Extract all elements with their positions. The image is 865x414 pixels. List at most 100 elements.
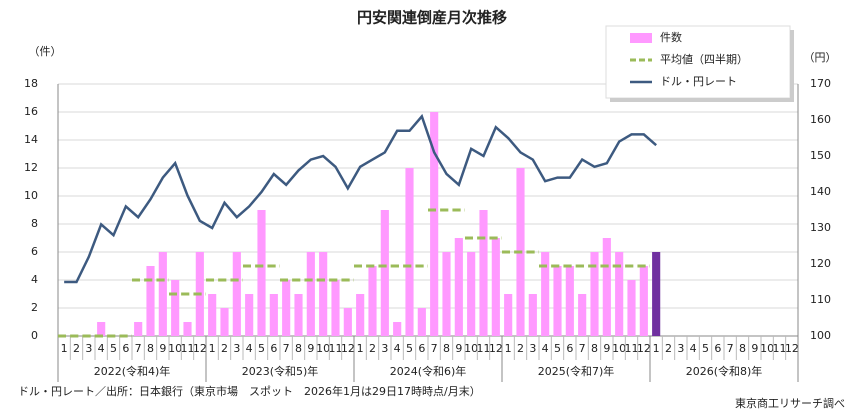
x-tick-label: 10 bbox=[168, 342, 182, 355]
x-tick-label: 6 bbox=[714, 342, 721, 355]
y2-tick-label: 170 bbox=[810, 77, 831, 90]
x-tick-label: 8 bbox=[739, 342, 746, 355]
x-tick-label: 4 bbox=[246, 342, 253, 355]
x-tick-label: 5 bbox=[110, 342, 117, 355]
x-tick-label: 6 bbox=[122, 342, 129, 355]
bar bbox=[479, 210, 488, 336]
bar bbox=[183, 322, 192, 336]
bar bbox=[158, 252, 167, 336]
bar bbox=[356, 294, 365, 336]
x-tick-label: 9 bbox=[307, 342, 314, 355]
bar bbox=[627, 280, 636, 336]
bar bbox=[331, 280, 340, 336]
x-tick-label: 9 bbox=[751, 342, 758, 355]
y2-tick-label: 120 bbox=[810, 257, 831, 270]
bar bbox=[269, 294, 278, 336]
bar bbox=[208, 294, 217, 336]
x-tick-label: 9 bbox=[603, 342, 610, 355]
legend-shadow bbox=[790, 30, 794, 102]
bar bbox=[368, 266, 377, 336]
bar bbox=[134, 322, 143, 336]
legend-swatch bbox=[630, 33, 652, 43]
bar bbox=[232, 252, 241, 336]
year-label: 2024(令和6)年 bbox=[390, 364, 467, 378]
x-tick-label: 5 bbox=[406, 342, 413, 355]
x-tick-label: 4 bbox=[394, 342, 401, 355]
bar bbox=[442, 252, 451, 336]
y-tick-label: 8 bbox=[31, 217, 38, 230]
bar bbox=[528, 294, 537, 336]
x-tick-label: 12 bbox=[489, 342, 503, 355]
x-tick-label: 1 bbox=[209, 342, 216, 355]
x-tick-label: 7 bbox=[579, 342, 586, 355]
rate-line bbox=[64, 113, 657, 284]
y-tick-label: 12 bbox=[24, 161, 38, 174]
x-tick-label: 7 bbox=[135, 342, 142, 355]
x-tick-label: 2 bbox=[665, 342, 672, 355]
x-tick-label: 4 bbox=[690, 342, 697, 355]
bar bbox=[343, 308, 352, 336]
x-tick-label: 11 bbox=[773, 342, 787, 355]
x-tick-label: 10 bbox=[316, 342, 330, 355]
x-tick-label: 8 bbox=[443, 342, 450, 355]
bar bbox=[430, 112, 439, 336]
bar bbox=[615, 252, 624, 336]
x-tick-label: 11 bbox=[181, 342, 195, 355]
x-tick-label: 12 bbox=[193, 342, 207, 355]
x-tick-label: 1 bbox=[653, 342, 660, 355]
bar bbox=[454, 238, 463, 336]
x-tick-label: 7 bbox=[727, 342, 734, 355]
y2-tick-label: 130 bbox=[810, 221, 831, 234]
x-tick-label: 11 bbox=[329, 342, 343, 355]
bar bbox=[467, 252, 476, 336]
y2-tick-label: 110 bbox=[810, 293, 831, 306]
y-tick-label: 16 bbox=[24, 105, 38, 118]
x-tick-label: 11 bbox=[625, 342, 639, 355]
x-tick-label: 9 bbox=[159, 342, 166, 355]
y-tick-label: 2 bbox=[31, 301, 38, 314]
legend-label: 平均値（四半期） bbox=[660, 52, 748, 66]
x-tick-label: 9 bbox=[455, 342, 462, 355]
footnote: ドル・円レート／出所：日本銀行（東京市場 スポット 2026年1月は29日17時… bbox=[18, 384, 481, 398]
x-tick-label: 4 bbox=[98, 342, 105, 355]
x-tick-label: 1 bbox=[61, 342, 68, 355]
x-tick-label: 1 bbox=[357, 342, 364, 355]
y-tick-label: 14 bbox=[24, 133, 38, 146]
x-tick-label: 6 bbox=[566, 342, 573, 355]
x-tick-label: 4 bbox=[542, 342, 549, 355]
x-tick-label: 3 bbox=[529, 342, 536, 355]
x-tick-label: 5 bbox=[702, 342, 709, 355]
x-tick-label: 2 bbox=[221, 342, 228, 355]
bar bbox=[417, 308, 426, 336]
bar bbox=[97, 322, 106, 336]
bar bbox=[282, 280, 291, 336]
bar bbox=[652, 252, 661, 336]
bar bbox=[306, 252, 315, 336]
x-tick-label: 1 bbox=[505, 342, 512, 355]
year-label: 2026(令和8)年 bbox=[686, 364, 763, 378]
bar bbox=[565, 266, 574, 336]
y2-tick-label: 150 bbox=[810, 149, 831, 162]
x-tick-label: 3 bbox=[233, 342, 240, 355]
x-tick-label: 10 bbox=[612, 342, 626, 355]
x-tick-label: 8 bbox=[295, 342, 302, 355]
bar bbox=[245, 294, 254, 336]
y2-tick-label: 100 bbox=[810, 329, 831, 342]
x-tick-label: 7 bbox=[283, 342, 290, 355]
bar bbox=[405, 168, 414, 336]
legend-shadow bbox=[610, 98, 794, 102]
x-tick-label: 8 bbox=[591, 342, 598, 355]
x-tick-label: 12 bbox=[637, 342, 651, 355]
x-tick-label: 7 bbox=[431, 342, 438, 355]
bar bbox=[257, 210, 266, 336]
year-label: 2023(令和5)年 bbox=[242, 364, 319, 378]
y2-tick-label: 160 bbox=[810, 113, 831, 126]
bar bbox=[504, 294, 513, 336]
legend-label: ドル・円レート bbox=[660, 75, 737, 88]
x-tick-label: 8 bbox=[147, 342, 154, 355]
x-tick-label: 2 bbox=[517, 342, 524, 355]
bar bbox=[590, 252, 599, 336]
bar bbox=[294, 294, 303, 336]
bar bbox=[602, 238, 611, 336]
